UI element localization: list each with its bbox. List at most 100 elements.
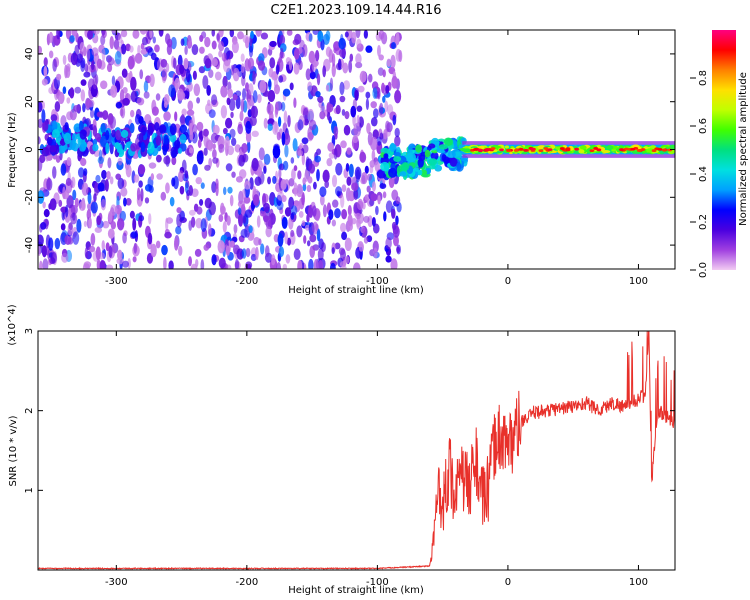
noise-cell xyxy=(122,260,129,268)
noise-cell xyxy=(339,261,347,268)
noise-cell xyxy=(140,48,148,55)
noise-cell xyxy=(38,45,43,55)
noise-cell xyxy=(344,110,350,120)
noise-cell xyxy=(208,69,214,79)
noise-cell xyxy=(163,155,171,165)
noise-cell xyxy=(48,87,55,95)
peak-cell xyxy=(547,148,553,152)
noise-cell xyxy=(327,111,331,121)
noise-cell xyxy=(60,223,66,231)
peak-cell xyxy=(657,147,663,151)
noise-cell xyxy=(382,69,386,78)
noise-cell xyxy=(225,163,233,172)
noise-cell xyxy=(109,176,114,185)
signal-cell xyxy=(477,145,485,150)
noise-cell xyxy=(211,181,217,194)
band-cell xyxy=(41,147,50,157)
noise-cell xyxy=(60,163,67,176)
noise-cell xyxy=(290,157,295,164)
transition-cell xyxy=(406,152,417,163)
noise-cell xyxy=(331,247,335,255)
noise-cell xyxy=(320,38,325,51)
noise-cell xyxy=(256,93,262,104)
noise-cell xyxy=(325,84,330,92)
noise-cell xyxy=(211,58,218,67)
noise-cell xyxy=(55,155,61,163)
noise-cell xyxy=(149,30,153,39)
noise-cell xyxy=(250,253,257,262)
noise-cell xyxy=(109,35,114,50)
noise-cell xyxy=(184,170,189,179)
noise-cell xyxy=(56,73,62,81)
noise-cell xyxy=(229,194,234,207)
noise-cell xyxy=(188,184,194,197)
noise-cell xyxy=(143,80,149,93)
noise-cell xyxy=(313,181,317,190)
noise-cell xyxy=(245,261,253,269)
noise-cell xyxy=(189,147,194,154)
noise-cell xyxy=(386,58,391,68)
noise-cell xyxy=(338,247,346,256)
noise-cell xyxy=(290,205,298,216)
noise-cell xyxy=(208,157,213,168)
noise-cell xyxy=(248,225,253,233)
noise-cell xyxy=(104,178,109,192)
noise-cell xyxy=(116,257,124,265)
noise-cell xyxy=(212,157,219,164)
signal-cell xyxy=(606,145,614,150)
noise-cell xyxy=(296,225,303,238)
noise-cell xyxy=(106,170,111,180)
noise-cell xyxy=(371,216,376,227)
noise-cell xyxy=(379,182,387,190)
noise-cell xyxy=(196,97,201,104)
noise-cell xyxy=(329,77,334,91)
noise-cell xyxy=(168,84,176,98)
noise-cell xyxy=(155,154,162,163)
noise-cell xyxy=(267,123,273,131)
band-cell xyxy=(69,139,76,151)
noise-cell xyxy=(374,161,380,173)
noise-cell xyxy=(50,251,57,264)
noise-cell xyxy=(96,58,102,69)
colorbar-label: Normalized spectral amplitude xyxy=(738,72,749,226)
band-cell xyxy=(162,145,168,156)
noise-cell xyxy=(102,220,110,229)
noise-cell xyxy=(331,63,336,78)
noise-cell xyxy=(195,176,203,185)
noise-cell xyxy=(286,30,293,36)
noise-cell xyxy=(234,258,240,269)
noise-cell xyxy=(251,157,259,172)
noise-cell xyxy=(293,62,300,75)
noise-cell xyxy=(322,169,330,183)
noise-cell xyxy=(225,117,233,129)
band-cell xyxy=(141,126,146,136)
noise-cell xyxy=(311,61,317,72)
noise-cell xyxy=(246,98,251,110)
noise-cell xyxy=(346,176,352,186)
noise-cell xyxy=(237,207,242,216)
noise-cell xyxy=(148,162,157,169)
noise-cell xyxy=(204,164,211,171)
noise-cell xyxy=(370,193,378,202)
noise-cell xyxy=(197,139,202,149)
noise-cell xyxy=(316,73,321,86)
noise-cell xyxy=(99,260,106,269)
noise-cell xyxy=(322,204,327,218)
noise-cell xyxy=(215,183,219,197)
noise-cell xyxy=(306,213,310,223)
noise-cell xyxy=(390,42,397,50)
band-cell xyxy=(111,129,116,138)
noise-cell xyxy=(62,86,67,94)
noise-cell xyxy=(227,186,233,194)
colorbar-tick-label: 0.2 xyxy=(698,214,709,230)
noise-cell xyxy=(308,33,313,43)
noise-cell xyxy=(285,57,291,65)
noise-cell xyxy=(297,259,303,269)
noise-cell xyxy=(369,136,378,151)
noise-cell xyxy=(385,237,392,250)
noise-cell xyxy=(191,188,199,198)
noise-cell xyxy=(133,174,140,183)
noise-cell xyxy=(263,117,268,129)
noise-cell xyxy=(263,165,267,175)
noise-cell xyxy=(38,136,41,145)
